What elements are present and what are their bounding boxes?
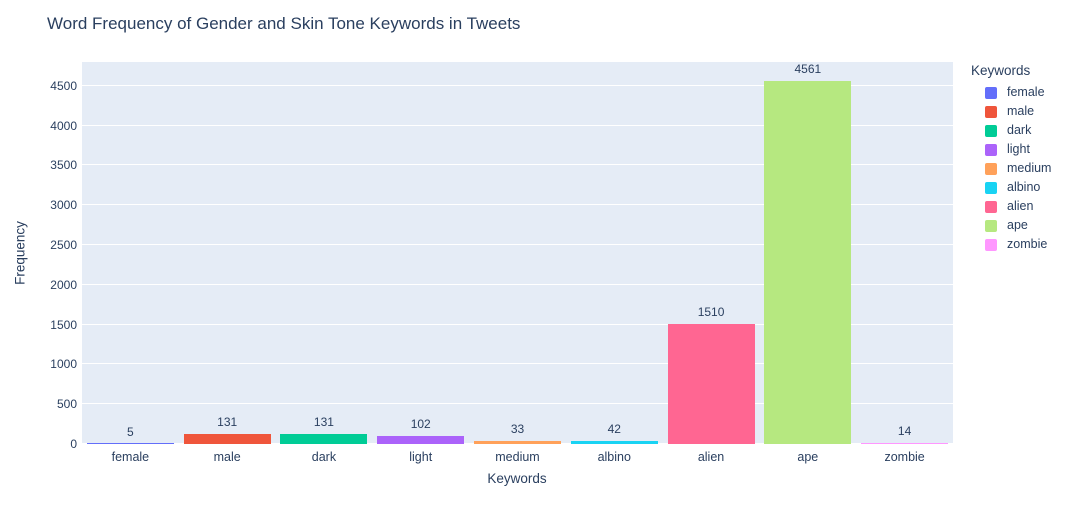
bar-value-label-ape: 4561 <box>794 62 822 77</box>
x-tick-label-female: female <box>111 450 150 464</box>
gridline <box>82 244 953 246</box>
legend-item-label: female <box>1007 85 1045 99</box>
legend-swatch-female-icon <box>985 86 997 99</box>
x-tick-label-medium: medium <box>495 450 540 464</box>
bar-value-label-alien: 1510 <box>697 304 725 319</box>
bar-value-label-dark: 131 <box>313 414 334 429</box>
legend-item-label: dark <box>1007 123 1032 137</box>
bar-value-label-light: 102 <box>410 416 431 431</box>
legend-item-female[interactable]: female <box>985 85 1045 100</box>
plot-area[interactable] <box>82 62 953 444</box>
legend-item-dark[interactable]: dark <box>985 123 1031 138</box>
y-tick-label: 500 <box>56 397 77 412</box>
bar-male[interactable] <box>183 433 271 444</box>
bar-female[interactable] <box>86 443 174 444</box>
legend-item-label: ape <box>1007 218 1028 232</box>
bar-ape[interactable] <box>764 81 852 444</box>
y-tick-label: 2500 <box>50 238 77 253</box>
legend-item-medium[interactable]: medium <box>985 161 1051 176</box>
legend-item-label: male <box>1007 104 1035 118</box>
bar-medium[interactable] <box>473 441 562 444</box>
legend-swatch-light-icon <box>985 143 997 156</box>
legend-item-label: medium <box>1007 161 1052 175</box>
bar-alien[interactable] <box>667 323 755 444</box>
y-axis-title: Frequency <box>12 221 28 285</box>
bar-dark[interactable] <box>280 433 368 444</box>
legend-item-light[interactable]: light <box>985 142 1030 157</box>
legend-item-label: albino <box>1007 180 1041 194</box>
legend-item-label: alien <box>1007 199 1034 213</box>
legend-item-label: zombie <box>1007 237 1048 251</box>
legend-item-alien[interactable]: alien <box>985 199 1033 214</box>
x-tick-label-male: male <box>213 450 241 464</box>
bar-value-label-medium: 33 <box>510 422 525 437</box>
legend-item-male[interactable]: male <box>985 104 1034 119</box>
legend-title: Keywords <box>971 63 1031 78</box>
bar-zombie[interactable] <box>861 442 949 444</box>
legend-swatch-ape-icon <box>985 219 997 232</box>
y-tick-label: 4500 <box>50 78 77 93</box>
legend-item-albino[interactable]: albino <box>985 180 1040 195</box>
legend-item-ape[interactable]: ape <box>985 218 1028 233</box>
bar-value-label-albino: 42 <box>607 421 621 436</box>
gridline <box>82 124 953 126</box>
y-tick-label: 0 <box>70 437 77 451</box>
gridline <box>82 283 953 285</box>
x-tick-label-dark: dark <box>311 450 337 464</box>
legend-swatch-zombie-icon <box>985 238 997 251</box>
legend-swatch-medium-icon <box>985 162 997 175</box>
y-tick-label: 2000 <box>50 277 77 292</box>
gridline <box>82 84 953 86</box>
legend-swatch-dark-icon <box>985 124 997 137</box>
x-tick-label-ape: ape <box>797 450 819 464</box>
legend-item-zombie[interactable]: zombie <box>985 237 1047 252</box>
legend-item-label: light <box>1007 142 1030 156</box>
bar-light[interactable] <box>377 435 465 444</box>
y-tick-label: 1000 <box>50 357 77 372</box>
gridline <box>82 403 953 405</box>
x-tick-label-zombie: zombie <box>884 450 925 464</box>
bar-value-label-male: 131 <box>217 414 238 429</box>
x-tick-label-alien: alien <box>697 450 725 464</box>
y-tick-label: 4000 <box>50 118 77 133</box>
bar-value-label-female: 5 <box>127 424 134 439</box>
chart-title: Word Frequency of Gender and Skin Tone K… <box>47 14 521 33</box>
legend-swatch-male-icon <box>985 105 997 118</box>
legend-swatch-alien-icon <box>985 200 997 213</box>
bar-albino[interactable] <box>570 440 658 444</box>
x-tick-label-light: light <box>409 450 433 464</box>
gridline <box>82 164 953 166</box>
x-axis-title: Keywords <box>487 471 547 486</box>
gridline <box>82 204 953 206</box>
y-tick-label: 3500 <box>50 158 77 173</box>
x-tick-label-albino: albino <box>597 450 631 464</box>
y-tick-label: 1500 <box>50 317 77 332</box>
gridline <box>82 363 953 365</box>
legend-swatch-albino-icon <box>985 181 997 194</box>
bar-value-label-zombie: 14 <box>897 423 912 438</box>
gridline <box>82 323 953 325</box>
y-tick-label: 3000 <box>50 198 77 213</box>
